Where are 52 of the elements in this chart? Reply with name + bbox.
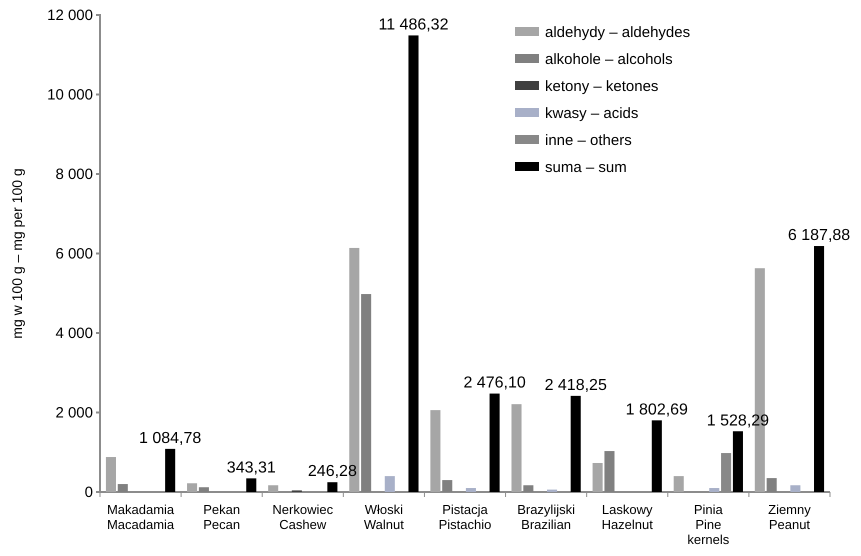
bar [511,404,522,492]
y-tick-label: 6 000 [55,245,93,262]
y-tick-label: 2 000 [55,404,93,422]
data-label: 246,28 [308,463,357,480]
x-tick-label: Makadamia Macadamia [106,502,175,532]
data-label: 1 802,69 [626,401,688,418]
y-axis-title: mg w 100 g – mg per 100 g [9,168,25,339]
legend-label: kwasy – acids [545,105,638,122]
x-tick-label: Nerkowiec Cashew [272,502,334,532]
legend-label: inne – others [545,132,632,149]
x-tick-label: Pinia Pine kernels [687,502,730,547]
data-label: 1 084,78 [139,430,202,447]
legend-label: aldehydy – aldehydes [545,24,690,41]
legend-label: ketony – ketones [545,78,658,95]
bar [709,488,720,492]
bar [246,478,256,492]
bar [106,457,116,492]
bar [674,476,684,492]
x-tick-label: Ziemny Peanut [768,502,812,532]
data-label: 1 528,29 [706,412,770,430]
y-tick-label: 12 000 [47,6,93,24]
x-tick-label: Pistacja Pistachio [438,502,492,532]
bar [466,488,476,492]
y-tick-label: 10 000 [47,86,93,104]
bar [165,448,176,492]
x-tick-label: Brazylijski Brazilian [517,502,576,532]
bar [384,476,395,492]
bar [490,394,500,492]
x-tick-label: Włoski Walnut [364,502,404,532]
bar [408,35,419,492]
data-label: 11 486,32 [378,16,449,34]
bar [732,431,743,492]
bar [268,485,278,492]
legend-label: suma – sum [545,159,627,176]
legend-label: alkohole – alcohols [545,51,673,68]
data-label: 2 418,25 [544,376,607,394]
x-tick-label: Laskowy Hazelnut [602,502,654,532]
bar [187,483,198,492]
data-label: 343,31 [226,459,276,476]
bar [814,246,824,492]
data-label: 2 476,10 [463,374,526,392]
y-tick-label: 0 [84,484,93,501]
x-tick-label: Pekan Pecan [203,502,240,532]
y-tick-label: 4 000 [55,324,93,342]
bar [327,482,338,492]
y-tick-label: 8 000 [55,166,93,183]
bar [430,410,440,492]
bar [592,462,603,492]
data-label: 6 187,88 [788,227,850,244]
bar [570,396,581,492]
bar [790,485,800,492]
bar [652,420,662,492]
